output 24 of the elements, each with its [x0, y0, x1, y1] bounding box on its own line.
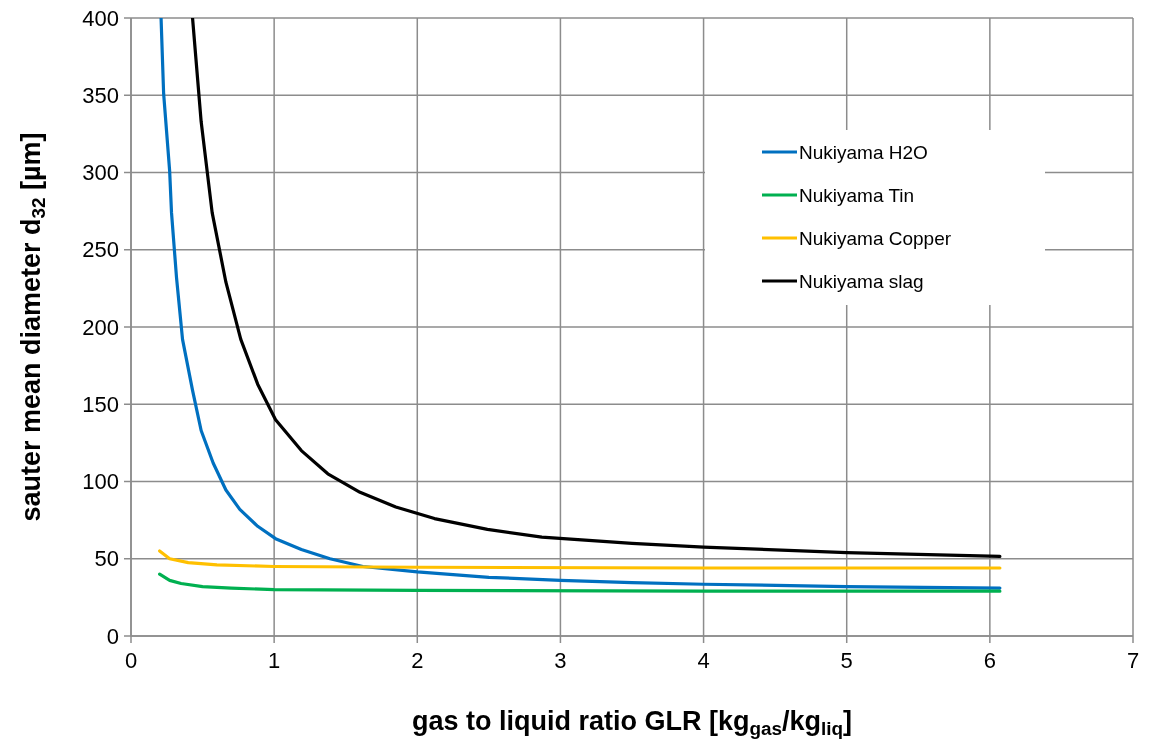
x-tick-label: 5 [840, 648, 853, 673]
x-tick-label: 2 [411, 648, 424, 673]
x-tick-label: 4 [697, 648, 710, 673]
legend-label: Nukiyama slag [799, 270, 924, 292]
y-tick-label: 300 [82, 160, 119, 186]
legend-label: Nukiyama Tin [799, 184, 915, 206]
y-tick-label: 400 [82, 5, 119, 31]
y-tick-label: 150 [82, 391, 119, 417]
y-tick-label: 100 [82, 469, 119, 495]
line-series [158, 549, 1002, 570]
y-tick-label: 50 [94, 546, 119, 572]
line-series [158, 572, 1002, 593]
x-tick-label: 0 [124, 648, 138, 673]
x-tick-label: 6 [983, 648, 996, 673]
legend-label: Nukiyama H2O [799, 141, 928, 163]
y-tick-label: 0 [106, 623, 119, 649]
x-tick-label: 7 [1126, 648, 1140, 673]
y-tick-label: 350 [82, 82, 119, 108]
y-tick-label: 250 [82, 237, 119, 263]
x-tick-label: 3 [554, 648, 567, 673]
y-tick-label: 200 [82, 314, 119, 340]
x-tick-label: 1 [268, 648, 281, 673]
legend-label: Nukiyama Copper [799, 227, 952, 249]
x-axis-title: gas to liquid ratio GLR [kg$_{gas}$/kg$_{liq}$] [411, 706, 853, 739]
